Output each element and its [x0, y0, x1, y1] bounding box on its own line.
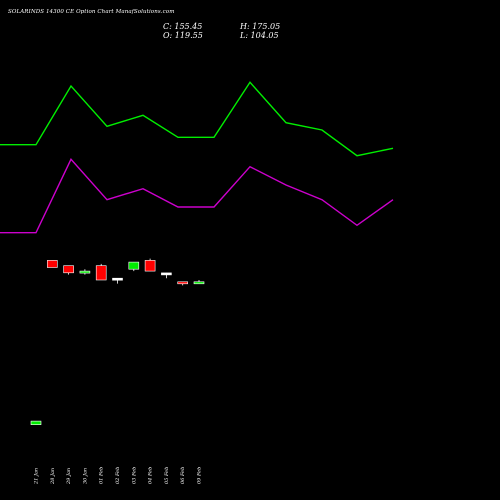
close-value: C: 155.45 [163, 22, 203, 31]
candle [112, 277, 123, 284]
x-tick-label: 02 Feb [115, 467, 121, 484]
high-value: H: 175.05 [240, 22, 281, 31]
candle-body [193, 281, 205, 285]
candle-body [95, 265, 107, 281]
candle [128, 261, 140, 272]
candle [95, 263, 107, 281]
candle-body [63, 265, 74, 274]
candlesticks [30, 258, 205, 426]
candle [161, 272, 172, 279]
candle [63, 265, 74, 275]
x-tick-label: 01 Feb [99, 467, 105, 484]
candle [193, 280, 205, 285]
chart-title: SOLARINDS 14300 CE Option Chart ManafSol… [8, 9, 175, 15]
candle-body [128, 261, 140, 270]
x-tick-label: 21 Jan [34, 468, 40, 485]
upper-line [0, 81, 394, 157]
x-tick-label: 09 Feb [197, 467, 203, 484]
candle [177, 281, 188, 286]
x-axis-labels: 21 Jan 28 Jan 29 Jan 30 Jan 01 Feb 02 Feb 03 F… [34, 467, 203, 485]
lower-line [0, 158, 394, 234]
candle-body [79, 270, 91, 274]
x-tick-label: 30 Jan [82, 468, 88, 484]
candle-body [177, 281, 188, 285]
x-tick-label: 03 Feb [131, 467, 137, 484]
candle [30, 420, 42, 426]
candle-body [30, 420, 42, 426]
x-tick-label: 29 Jan [66, 468, 72, 485]
x-tick-label: 06 Feb [180, 467, 186, 484]
candle-body [112, 277, 123, 281]
indicator-lines [0, 81, 394, 234]
x-tick-label: 28 Jan [50, 468, 56, 485]
x-tick-label: 04 Feb [148, 467, 154, 484]
low-value: L: 104.05 [240, 31, 279, 40]
x-tick-label: 05 Feb [164, 467, 170, 484]
candle-body [161, 272, 172, 276]
candle-body [144, 260, 156, 272]
candle-body [46, 260, 58, 268]
candle [79, 269, 91, 275]
candle [144, 258, 156, 272]
candle [46, 260, 58, 268]
open-value: O: 119.55 [163, 31, 203, 40]
